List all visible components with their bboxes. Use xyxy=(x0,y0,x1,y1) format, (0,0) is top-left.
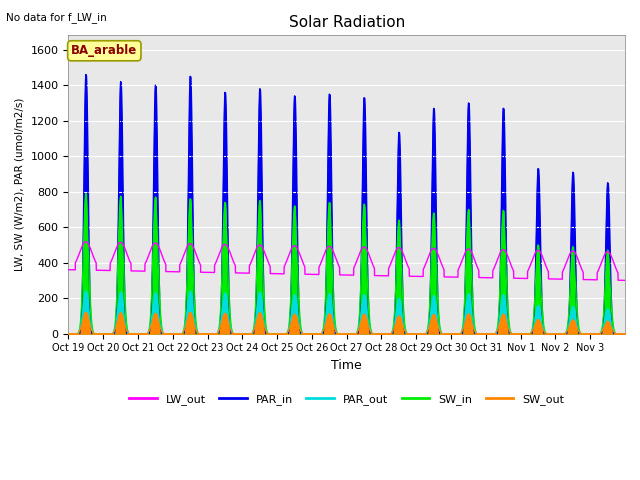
Legend: LW_out, PAR_in, PAR_out, SW_in, SW_out: LW_out, PAR_in, PAR_out, SW_in, SW_out xyxy=(125,390,569,409)
Y-axis label: LW, SW (W/m2), PAR (umol/m2/s): LW, SW (W/m2), PAR (umol/m2/s) xyxy=(15,98,25,271)
Text: No data for f_LW_in: No data for f_LW_in xyxy=(6,12,107,23)
Text: BA_arable: BA_arable xyxy=(71,44,138,57)
Title: Solar Radiation: Solar Radiation xyxy=(289,15,405,30)
X-axis label: Time: Time xyxy=(332,359,362,372)
